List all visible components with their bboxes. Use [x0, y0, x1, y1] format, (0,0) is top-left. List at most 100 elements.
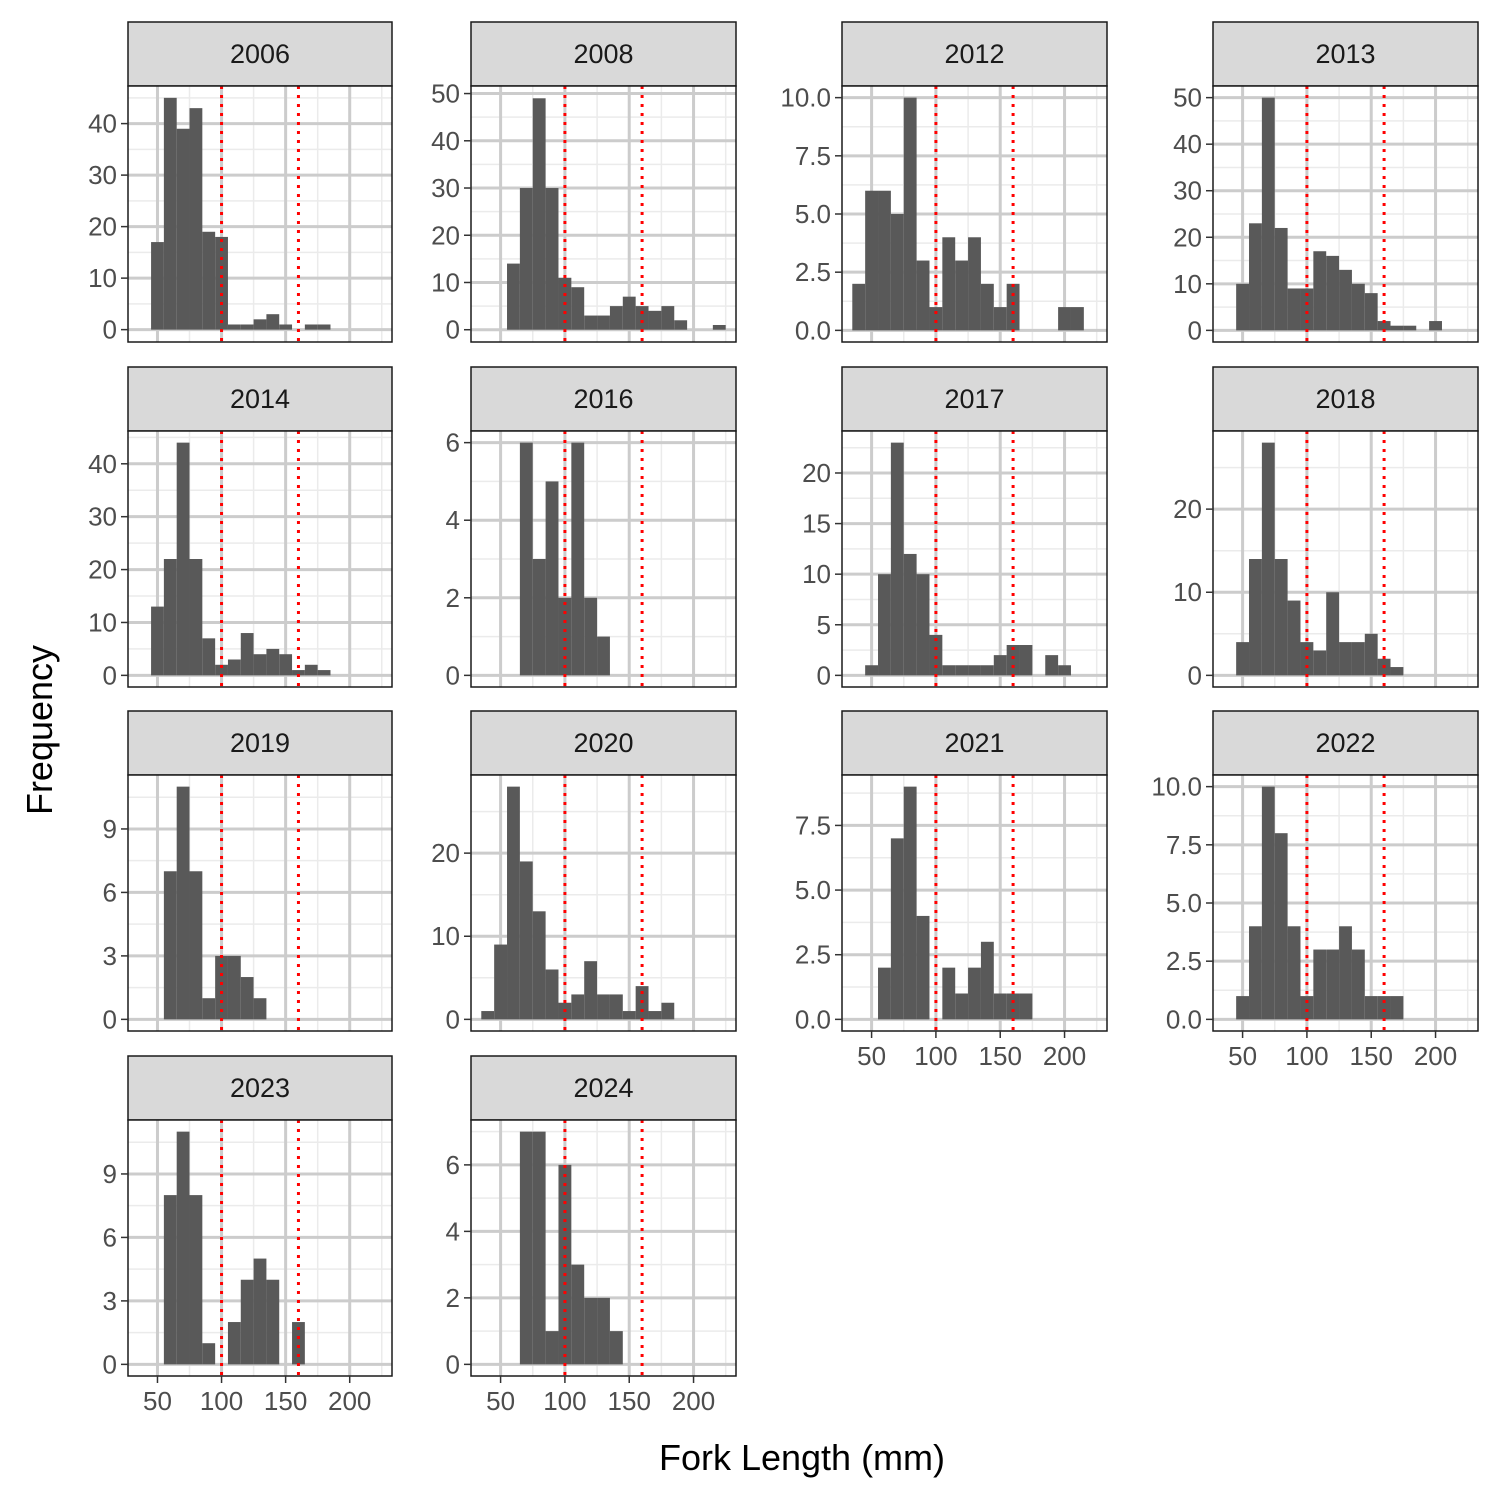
histogram-bar [1313, 650, 1327, 676]
histogram-bar [1339, 269, 1352, 331]
y-tick-label: 2 [446, 583, 460, 613]
histogram-bar [151, 242, 164, 330]
y-tick-label: 0.0 [795, 1004, 831, 1034]
histogram-bar [292, 670, 305, 676]
facet-strip [470, 366, 737, 432]
panel-border [470, 774, 737, 1032]
histogram-bar [1339, 926, 1352, 1020]
y-tick-label: 10 [802, 559, 831, 589]
y-tick-label: 6 [103, 877, 117, 907]
histogram-bar [494, 944, 508, 1020]
histogram-bar [151, 606, 164, 676]
panel-border [127, 1119, 393, 1377]
histogram-bar [189, 108, 203, 330]
y-tick-label: 30 [431, 173, 460, 203]
histogram-bar [227, 659, 241, 676]
y-tick-label: 0 [1188, 315, 1202, 345]
y-tick-label: 2.5 [1166, 946, 1202, 976]
histogram-bar [1070, 307, 1084, 331]
panel-border [127, 774, 393, 1032]
histogram-bar [545, 188, 559, 330]
histogram-bar [1249, 559, 1262, 676]
y-tick-label: 6 [446, 428, 460, 458]
histogram-bar [993, 655, 1007, 676]
facet-panel-2024: 2024 0 2 4 6 50 100 150 200 [446, 1055, 737, 1416]
facet-strip [470, 21, 737, 87]
histogram-bar [532, 98, 546, 330]
y-tick-label: 40 [88, 109, 117, 139]
histogram-bar [955, 260, 969, 331]
histogram-bar [584, 597, 598, 676]
y-tick-label: 20 [88, 212, 117, 242]
histogram-bar [609, 1331, 623, 1365]
histogram-bar [507, 786, 520, 1020]
facet-strip-label: 2017 [944, 384, 1004, 414]
histogram-bar [189, 559, 203, 676]
facet-panel-2020: 2020 0 10 20 [431, 710, 737, 1034]
histogram-bar [1006, 645, 1020, 676]
histogram-bar [227, 1322, 241, 1365]
histogram-bar [1377, 321, 1391, 331]
histogram-bar [1364, 633, 1378, 676]
histogram-bar [1351, 642, 1365, 676]
histogram-bar [980, 941, 994, 1020]
histogram-bar [903, 786, 917, 1020]
histogram-bar [635, 306, 649, 330]
y-tick-label: 0 [817, 660, 831, 690]
y-tick-label: 0 [446, 1349, 460, 1379]
histogram-bar [955, 665, 969, 676]
histogram-bar [1326, 255, 1340, 331]
histogram-bar [545, 481, 559, 676]
histogram-bar [1019, 645, 1033, 676]
facet-strip-label: 2006 [230, 39, 290, 69]
histogram-bar [317, 324, 331, 330]
histogram-bar [890, 838, 904, 1020]
y-tick-label: 50 [1173, 83, 1202, 113]
x-tick-label: 150 [608, 1386, 651, 1416]
histogram-bar [648, 1011, 662, 1020]
y-tick-label: 10 [1173, 269, 1202, 299]
y-tick-label: 10 [88, 607, 117, 637]
histogram-bar [955, 993, 969, 1020]
histogram-bar [622, 296, 636, 330]
histogram-bar [942, 237, 956, 331]
y-tick-label: 20 [1173, 222, 1202, 252]
facet-strip-label: 2018 [1315, 384, 1375, 414]
facet-panel-2012: 2012 0.0 2.5 5.0 7.5 10.0 [780, 21, 1108, 345]
facet-strip-label: 2022 [1315, 728, 1375, 758]
facet-panel-2017: 2017 0 5 10 15 20 [802, 366, 1108, 690]
y-tick-label: 0 [103, 1004, 117, 1034]
panel-border [127, 430, 393, 688]
histogram-bar [558, 597, 572, 676]
x-tick-label: 100 [543, 1386, 586, 1416]
histogram-bar [176, 128, 190, 330]
panel-border [841, 774, 1108, 1032]
y-tick-label: 3 [103, 941, 117, 971]
y-tick-label: 0 [103, 1349, 117, 1379]
y-tick-label: 50 [431, 79, 460, 109]
facet-panels: 200601020304020080102030405020120.02.55.… [88, 21, 1479, 1416]
histogram-bar [942, 665, 956, 676]
y-tick-label: 6 [103, 1222, 117, 1252]
histogram-bar [176, 786, 190, 1020]
histogram-bar [1300, 996, 1314, 1020]
y-tick-label: 2.5 [795, 940, 831, 970]
y-tick-label: 0 [103, 660, 117, 690]
histogram-bar [661, 306, 675, 330]
facet-panel-2016: 2016 0 2 4 6 [446, 366, 737, 690]
y-tick-label: 5 [817, 610, 831, 640]
histogram-bar [916, 574, 930, 676]
histogram-bar [1274, 227, 1288, 331]
histogram-bar [279, 654, 293, 676]
facet-panel-2006: 2006 0 10 20 30 40 [88, 21, 393, 345]
x-tick-label: 150 [1350, 1041, 1393, 1071]
y-tick-label: 20 [431, 220, 460, 250]
y-tick-label: 4 [446, 505, 460, 535]
histogram-bar [227, 955, 241, 1020]
histogram-bar [1364, 293, 1378, 331]
histogram-bar [481, 1011, 495, 1020]
histogram-bar [1058, 665, 1071, 676]
y-axis-title: Frequency [19, 645, 60, 815]
histogram-bar [1236, 996, 1250, 1020]
